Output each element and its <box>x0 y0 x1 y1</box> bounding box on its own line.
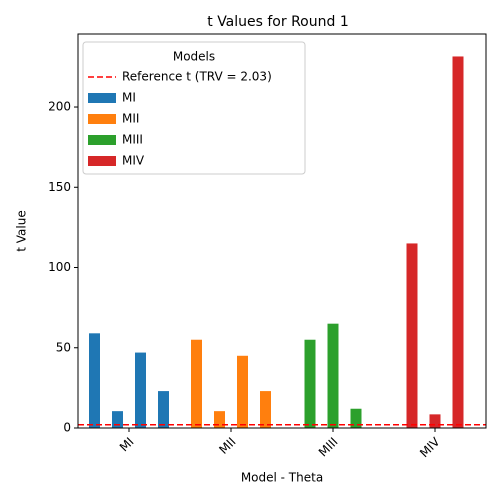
x-tick-label: MIV <box>417 434 443 460</box>
bar <box>112 411 123 428</box>
x-tick-label: MII <box>216 435 238 457</box>
bar <box>260 391 271 428</box>
x-tick-label: MI <box>117 435 137 455</box>
plot-frame <box>77 33 487 429</box>
bar <box>452 56 464 428</box>
bar <box>327 323 339 428</box>
legend-label: MII <box>122 112 139 126</box>
legend-label: MI <box>122 91 136 105</box>
bar <box>214 411 225 428</box>
legend-box <box>82 41 306 175</box>
chart-title: t Values for Round 1 <box>207 14 348 30</box>
legend-label: Reference t (TRV = 2.03) <box>122 70 272 84</box>
legend-title: Models <box>173 50 215 64</box>
bar <box>429 414 441 428</box>
bar <box>191 339 202 428</box>
legend-swatch <box>88 114 116 124</box>
x-tick-label: MIII <box>316 435 341 460</box>
legend-swatch <box>88 156 116 166</box>
y-tick-label: 100 <box>48 260 71 274</box>
bar <box>237 355 248 428</box>
y-tick-label: 200 <box>48 100 71 114</box>
bar <box>89 333 100 428</box>
bar <box>135 352 146 428</box>
legend-swatch <box>88 135 116 145</box>
y-tick-label: 50 <box>56 340 71 354</box>
x-axis-label: Model - Theta <box>241 471 323 485</box>
bar <box>406 243 418 428</box>
y-axis-label: t Value <box>15 210 29 251</box>
y-tick-label: 0 <box>63 421 71 435</box>
bar <box>304 339 316 428</box>
legend-label: MIII <box>122 133 143 147</box>
y-tick-label: 150 <box>48 180 71 194</box>
legend-swatch <box>88 93 116 103</box>
bar <box>158 391 169 428</box>
legend-label: MIV <box>122 154 145 168</box>
bar <box>350 408 362 428</box>
